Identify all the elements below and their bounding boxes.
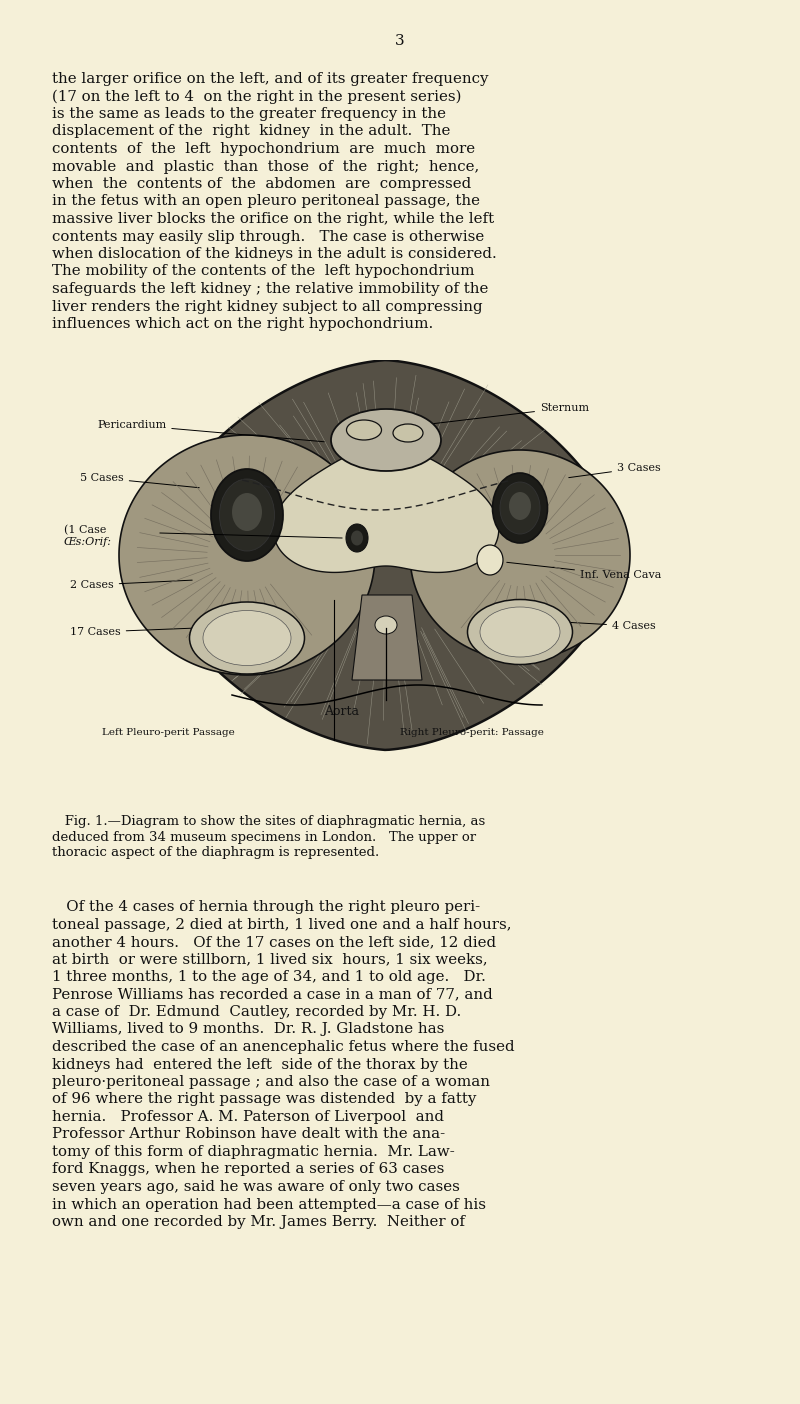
Text: The mobility of the contents of the  left hypochondrium: The mobility of the contents of the left… (52, 264, 474, 278)
Ellipse shape (480, 607, 560, 657)
Text: 3: 3 (395, 34, 405, 48)
Text: kidneys had  entered the left  side of the thorax by the: kidneys had entered the left side of the… (52, 1057, 468, 1071)
Ellipse shape (351, 531, 363, 546)
Text: Fig. 1.—Diagram to show the sites of diaphragmatic hernia, as: Fig. 1.—Diagram to show the sites of dia… (52, 814, 486, 828)
Text: Williams, lived to 9 months.  Dr. R. J. Gladstone has: Williams, lived to 9 months. Dr. R. J. G… (52, 1022, 444, 1036)
Text: Œs:Orif:: Œs:Orif: (64, 536, 112, 548)
Text: the larger orifice on the left, and of its greater frequency: the larger orifice on the left, and of i… (52, 72, 489, 86)
Polygon shape (146, 359, 626, 750)
Text: hernia.   Professor A. M. Paterson of Liverpool  and: hernia. Professor A. M. Paterson of Live… (52, 1111, 444, 1125)
Text: 1 three months, 1 to the age of 34, and 1 to old age.   Dr.: 1 three months, 1 to the age of 34, and … (52, 970, 486, 984)
Text: when  the  contents of  the  abdomen  are  compressed: when the contents of the abdomen are com… (52, 177, 471, 191)
Text: Inf. Vena Cava: Inf. Vena Cava (506, 563, 662, 580)
Text: in the fetus with an open pleuro peritoneal passage, the: in the fetus with an open pleuro periton… (52, 195, 480, 209)
Text: influences which act on the right hypochondrium.: influences which act on the right hypoch… (52, 317, 434, 331)
Text: 5 Cases: 5 Cases (80, 473, 199, 487)
Ellipse shape (467, 600, 573, 664)
Text: deduced from 34 museum specimens in London.   The upper or: deduced from 34 museum specimens in Lond… (52, 831, 476, 844)
Text: thoracic aspect of the diaphragm is represented.: thoracic aspect of the diaphragm is repr… (52, 847, 379, 859)
Text: of 96 where the right passage was distended  by a fatty: of 96 where the right passage was disten… (52, 1092, 476, 1106)
Ellipse shape (393, 424, 423, 442)
Text: when dislocation of the kidneys in the adult is considered.: when dislocation of the kidneys in the a… (52, 247, 497, 261)
Text: safeguards the left kidney ; the relative immobility of the: safeguards the left kidney ; the relativ… (52, 282, 488, 296)
Text: own and one recorded by Mr. James Berry.  Neither of: own and one recorded by Mr. James Berry.… (52, 1214, 465, 1228)
Text: contents may easily slip through.   The case is otherwise: contents may easily slip through. The ca… (52, 229, 484, 243)
Text: 2 Cases: 2 Cases (70, 580, 192, 590)
Text: displacement of the  right  kidney  in the adult.  The: displacement of the right kidney in the … (52, 125, 450, 139)
Text: described the case of an anencephalic fetus where the fused: described the case of an anencephalic fe… (52, 1040, 514, 1054)
Text: Penrose Williams has recorded a case in a man of 77, and: Penrose Williams has recorded a case in … (52, 987, 493, 1001)
Ellipse shape (346, 420, 382, 439)
Ellipse shape (211, 469, 283, 562)
Text: Left Pleuro-perit Passage: Left Pleuro-perit Passage (102, 729, 234, 737)
Text: (17 on the left to 4  on the right in the present series): (17 on the left to 4 on the right in the… (52, 90, 462, 104)
Ellipse shape (375, 616, 397, 635)
Text: liver renders the right kidney subject to all compressing: liver renders the right kidney subject t… (52, 299, 482, 313)
Ellipse shape (346, 524, 368, 552)
Text: in which an operation had been attempted—a case of his: in which an operation had been attempted… (52, 1198, 486, 1212)
Text: Aorta: Aorta (325, 705, 359, 717)
Ellipse shape (219, 479, 274, 550)
Text: 17 Cases: 17 Cases (70, 628, 194, 637)
Text: 4 Cases: 4 Cases (565, 621, 656, 630)
Polygon shape (352, 595, 422, 680)
Text: Professor Arthur Robinson have dealt with the ana-: Professor Arthur Robinson have dealt wit… (52, 1127, 445, 1141)
Text: (1 Case: (1 Case (64, 525, 106, 535)
Text: contents  of  the  left  hypochondrium  are  much  more: contents of the left hypochondrium are m… (52, 142, 475, 156)
Text: massive liver blocks the orifice on the right, while the left: massive liver blocks the orifice on the … (52, 212, 494, 226)
Ellipse shape (493, 473, 547, 543)
Text: seven years ago, said he was aware of only two cases: seven years ago, said he was aware of on… (52, 1179, 460, 1193)
Ellipse shape (477, 545, 503, 576)
Ellipse shape (500, 482, 540, 534)
Text: pleuro·peritoneal passage ; and also the case of a woman: pleuro·peritoneal passage ; and also the… (52, 1075, 490, 1090)
Ellipse shape (190, 602, 305, 674)
Ellipse shape (203, 611, 291, 665)
Polygon shape (410, 451, 630, 660)
Text: Of the 4 cases of hernia through the right pleuro peri-: Of the 4 cases of hernia through the rig… (52, 900, 480, 914)
Ellipse shape (509, 491, 531, 519)
Text: a case of  Dr. Edmund  Cautley, recorded by Mr. H. D.: a case of Dr. Edmund Cautley, recorded b… (52, 1005, 462, 1019)
Text: Right Pleuro-perit: Passage: Right Pleuro-perit: Passage (400, 729, 544, 737)
Text: another 4 hours.   Of the 17 cases on the left side, 12 died: another 4 hours. Of the 17 cases on the … (52, 935, 496, 949)
Text: at birth  or were stillborn, 1 lived six  hours, 1 six weeks,: at birth or were stillborn, 1 lived six … (52, 952, 488, 966)
Text: Sternum: Sternum (425, 403, 589, 424)
Ellipse shape (232, 493, 262, 531)
Text: tomy of this form of diaphragmatic hernia.  Mr. Law-: tomy of this form of diaphragmatic herni… (52, 1146, 454, 1158)
Polygon shape (119, 435, 375, 675)
Text: Pericardium: Pericardium (97, 420, 324, 442)
Text: is the same as leads to the greater frequency in the: is the same as leads to the greater freq… (52, 107, 446, 121)
Text: movable  and  plastic  than  those  of  the  right;  hence,: movable and plastic than those of the ri… (52, 160, 479, 174)
Ellipse shape (331, 409, 441, 470)
Text: toneal passage, 2 died at birth, 1 lived one and a half hours,: toneal passage, 2 died at birth, 1 lived… (52, 917, 511, 931)
Polygon shape (274, 446, 498, 573)
Text: 3 Cases: 3 Cases (569, 463, 661, 477)
Text: ford Knaggs, when he reported a series of 63 cases: ford Knaggs, when he reported a series o… (52, 1163, 444, 1177)
